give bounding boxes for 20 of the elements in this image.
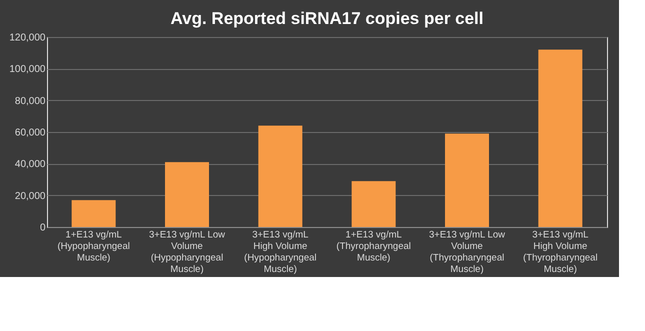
x-tick-label: 3+E13 vg/mL Low Volume (Hypopharyngeal Muscle) (149, 230, 226, 275)
y-tick-label: 0 (40, 222, 46, 234)
bar (258, 126, 302, 227)
x-tick-label: 1+E13 vg/mL (Thyropharyngeal Muscle) (336, 230, 411, 264)
y-tick-label: 80,000 (14, 96, 46, 107)
x-tick-label: 3+E13 vg/mL High Volume (Thyropharyngeal Muscle) (523, 230, 598, 275)
bar (165, 162, 209, 227)
y-tick-label: 20,000 (14, 190, 46, 202)
x-tick-label: 3+E13 vg/mL High Volume (Hypopharyngeal Muscle) (244, 230, 317, 275)
y-tick-label: 100,000 (9, 64, 46, 76)
y-tick-label: 60,000 (14, 128, 46, 138)
bar (445, 134, 489, 227)
y-tick-label: 120,000 (9, 32, 46, 44)
bar (538, 50, 582, 227)
y-tick-label: 40,000 (14, 159, 46, 170)
x-tick-label: 1+E13 vg/mL (Hypopharyngeal Muscle) (57, 230, 130, 264)
bar (72, 200, 116, 227)
bar (352, 181, 396, 227)
chart-title: Avg. Reported siRNA17 copies per cell (170, 9, 484, 28)
x-tick-label: 3+E13 vg/mL Low Volume (Thyropharyngeal Muscle) (429, 230, 506, 275)
